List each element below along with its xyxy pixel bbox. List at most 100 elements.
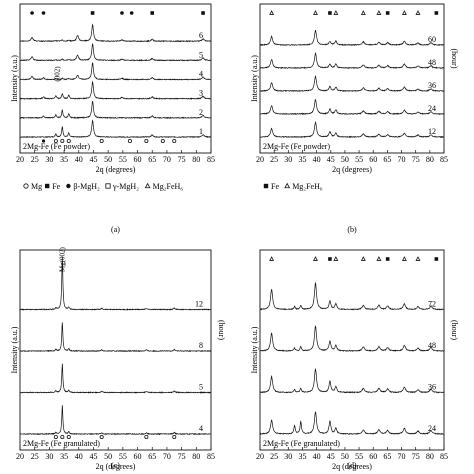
xrd-trace (19, 405, 212, 436)
x-tick-label: 40 (75, 452, 83, 461)
right-axis-title: (hour) (450, 49, 459, 69)
peak-marker (376, 256, 382, 261)
sample-label: 2Mg-Fe (Fe granulated) (263, 439, 340, 448)
series-label: 6 (199, 31, 203, 40)
peak-marker (360, 10, 366, 15)
x-tick-label: 75 (178, 452, 186, 461)
xrd-trace (19, 80, 212, 100)
x-tick-label: 60 (369, 452, 377, 461)
legend-label: Mg (31, 182, 42, 191)
xrd-trace (259, 99, 445, 116)
peak-marker (160, 138, 165, 143)
plot-frame (259, 3, 445, 154)
x-tick-label: 45 (89, 155, 97, 164)
series-label: 12 (195, 300, 203, 309)
peak-marker (66, 434, 71, 439)
x-tick-label: 50 (104, 452, 112, 461)
xrd-trace (259, 281, 445, 311)
x-tick-label: 35 (60, 452, 68, 461)
peak-marker (41, 11, 46, 15)
legend-label: Fe (271, 182, 279, 191)
x-tick-label: 45 (327, 155, 335, 164)
x-tick-label: 85 (207, 155, 215, 164)
x-tick-label: 80 (426, 155, 434, 164)
peak-marker (120, 11, 124, 15)
x-tick-label: 20 (16, 155, 24, 164)
series-label: 12 (428, 127, 436, 136)
legend-symbol (105, 183, 111, 189)
xrd-trace (259, 367, 445, 394)
x-axis-title: 2q (degrees) (332, 165, 372, 174)
series-label: 4 (199, 424, 203, 433)
legend-label: Fe (52, 182, 60, 191)
peak-marker (60, 434, 65, 439)
series-label: 5 (199, 383, 203, 392)
peak-marker (313, 10, 318, 15)
xrd-trace (19, 363, 212, 394)
x-tick-label: 30 (284, 452, 292, 461)
x-tick-label: 40 (75, 155, 83, 164)
series-label: 36 (428, 81, 436, 90)
annotation-002: (002) (53, 66, 61, 82)
series-label: 48 (428, 341, 436, 350)
legend-symbol (66, 183, 71, 189)
x-tick-label: 55 (355, 155, 363, 164)
panel-d: 20 25 30 35 40 45 50 55 60 65 70 75 80 85 2q (degrees)… (250, 249, 459, 471)
series-label: 24 (428, 424, 436, 433)
series-label: 36 (428, 383, 436, 392)
peak-marker (385, 11, 390, 15)
x-tick-label: 60 (134, 452, 142, 461)
x-tick-label: 60 (369, 155, 377, 164)
peak-marker (127, 138, 132, 143)
x-tick-label: 40 (313, 452, 321, 461)
x-tick-label: 70 (163, 452, 171, 461)
x-tick-label: 50 (104, 155, 112, 164)
xrd-trace (260, 74, 445, 93)
x-tick-label: 50 (341, 452, 349, 461)
plot-frame (19, 249, 212, 451)
y-axis-title: Intensity (a.u.) (250, 326, 259, 373)
peak-marker (53, 138, 58, 143)
x-tick-label: 20 (256, 155, 264, 164)
series-label: 8 (199, 341, 203, 350)
x-tick-label: 80 (192, 155, 200, 164)
x-tick-label: 85 (440, 452, 448, 461)
x-tick-label: 20 (256, 452, 264, 461)
legend-symbol (284, 182, 291, 189)
xrd-trace (259, 29, 445, 47)
y-axis-title: Intensity (a.u.) (10, 55, 19, 102)
peak-marker (401, 10, 407, 15)
x-tick-label: 45 (89, 452, 97, 461)
series-label: 72 (428, 300, 436, 309)
series-label: 5 (199, 50, 203, 59)
panel-label: (b) (347, 225, 357, 234)
peak-marker (415, 10, 421, 15)
x-tick-label: 25 (270, 452, 278, 461)
xrd-trace (19, 23, 212, 43)
peak-marker (90, 11, 95, 15)
sample-label: 2Mg-Fe (Fe granulated) (23, 439, 100, 448)
xrd-trace (259, 411, 445, 436)
x-tick-label: 85 (440, 155, 448, 164)
x-tick-label: 65 (148, 155, 156, 164)
legend-symbol (23, 183, 29, 189)
x-tick-label: 35 (298, 452, 306, 461)
xrd-trace (19, 119, 212, 139)
x-axis-title: 2q (degrees) (332, 462, 372, 471)
peak-marker (30, 11, 34, 15)
x-tick-label: 85 (207, 452, 215, 461)
peak-marker (415, 256, 421, 261)
peak-marker (401, 256, 407, 261)
y-axis-title: Intensity (a.u.) (250, 55, 259, 102)
peak-marker (434, 11, 439, 15)
peak-marker (333, 256, 339, 261)
x-tick-label: 70 (398, 452, 406, 461)
panel-b: 20 25 30 35 40 45 50 55 60 65 70 75 80 85 2q (degrees)… (250, 3, 459, 234)
peak-marker (269, 256, 275, 261)
y-axis-title: Intensity (a.u.) (10, 326, 19, 373)
peak-marker (150, 11, 155, 15)
series-label: 1 (199, 127, 203, 136)
